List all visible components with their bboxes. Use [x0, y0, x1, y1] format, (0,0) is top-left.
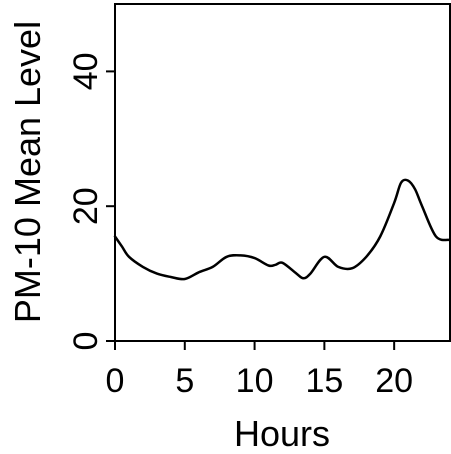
y-axis: 0 20 40	[67, 52, 115, 350]
x-tick-label: 5	[175, 362, 194, 400]
x-axis: 0 5 10 15 20	[106, 341, 413, 400]
x-tick-label: 10	[236, 362, 274, 400]
x-tick-label: 15	[305, 362, 343, 400]
y-tick-label: 20	[67, 187, 105, 225]
plot-frame	[114, 3, 451, 342]
x-axis-title: Hours	[234, 413, 330, 454]
x-tick-label: 20	[375, 362, 413, 400]
y-axis-title: PM-10 Mean Level	[7, 21, 48, 323]
y-tick-label: 40	[67, 52, 105, 90]
pm10-series-line	[113, 178, 451, 281]
x-tick-label: 0	[106, 362, 125, 400]
y-tick-label: 0	[67, 332, 105, 351]
